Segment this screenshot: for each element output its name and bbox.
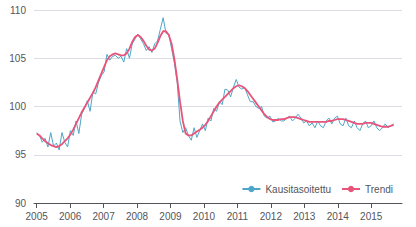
svg-text:2011: 2011 (227, 211, 249, 222)
svg-text:95: 95 (15, 149, 27, 160)
svg-text:100: 100 (9, 101, 26, 112)
svg-text:2008: 2008 (126, 211, 149, 222)
svg-text:2007: 2007 (92, 211, 115, 222)
svg-text:2006: 2006 (59, 211, 82, 222)
svg-text:2014: 2014 (327, 211, 350, 222)
svg-text:2013: 2013 (293, 211, 316, 222)
svg-text:2012: 2012 (260, 211, 283, 222)
svg-text:2005: 2005 (26, 211, 49, 222)
svg-text:2015: 2015 (360, 211, 383, 222)
svg-text:Kausitasoitettu: Kausitasoitettu (265, 184, 331, 195)
svg-text:105: 105 (9, 53, 26, 64)
svg-text:Trendi: Trendi (365, 184, 393, 195)
svg-text:2009: 2009 (159, 211, 182, 222)
svg-text:2010: 2010 (193, 211, 216, 222)
svg-text:90: 90 (15, 198, 27, 209)
svg-text:110: 110 (10, 5, 26, 16)
